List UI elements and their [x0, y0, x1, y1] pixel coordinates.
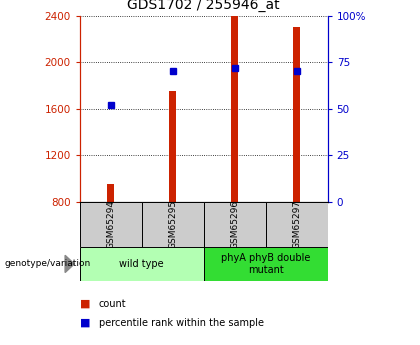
Text: count: count — [99, 299, 126, 308]
Text: percentile rank within the sample: percentile rank within the sample — [99, 318, 264, 327]
Text: wild type: wild type — [119, 259, 164, 269]
Bar — [204, 247, 328, 281]
Text: genotype/variation: genotype/variation — [4, 259, 90, 268]
Text: ■: ■ — [80, 318, 90, 327]
Text: ■: ■ — [80, 299, 90, 308]
Bar — [169, 91, 176, 202]
Text: GSM65295: GSM65295 — [168, 200, 177, 249]
Bar — [231, 16, 239, 202]
Bar — [265, 202, 328, 247]
Bar — [142, 202, 204, 247]
Bar — [107, 184, 115, 202]
Text: GSM65296: GSM65296 — [230, 200, 239, 249]
Bar — [80, 202, 142, 247]
Polygon shape — [65, 255, 74, 273]
Text: phyA phyB double
mutant: phyA phyB double mutant — [221, 253, 310, 275]
Bar — [80, 247, 204, 281]
Text: GSM65294: GSM65294 — [106, 200, 115, 249]
Bar — [204, 202, 266, 247]
Title: GDS1702 / 255946_at: GDS1702 / 255946_at — [127, 0, 280, 12]
Text: GSM65297: GSM65297 — [292, 200, 301, 249]
Bar — [293, 27, 300, 202]
